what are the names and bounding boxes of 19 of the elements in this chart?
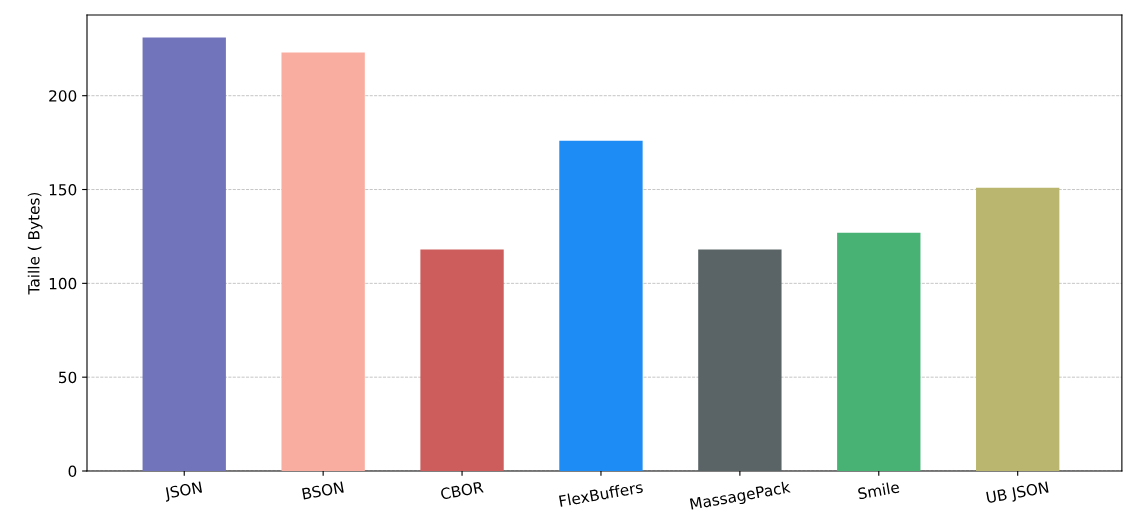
x-tick-label: Smile — [857, 480, 900, 500]
x-tick-label: UB JSON — [986, 481, 1050, 507]
bar — [698, 249, 782, 471]
bar — [559, 140, 643, 471]
y-tick-label: 150 — [49, 183, 77, 196]
bar — [420, 249, 504, 471]
bar — [976, 187, 1060, 471]
y-tick-label: 50 — [59, 371, 77, 384]
x-tick-label: FlexBuffers — [558, 480, 644, 507]
y-tick-label: 0 — [68, 465, 77, 478]
y-tick-label: 100 — [49, 277, 77, 290]
y-axis-title: Taille ( Bytes) — [27, 192, 43, 295]
bar — [142, 37, 226, 471]
bar — [281, 52, 365, 471]
bar — [837, 232, 921, 471]
x-tick-label: JSON — [163, 481, 203, 502]
x-tick-label: CBOR — [440, 481, 484, 500]
x-tick-label: BSON — [302, 481, 344, 500]
y-tick-label: 200 — [49, 90, 77, 102]
